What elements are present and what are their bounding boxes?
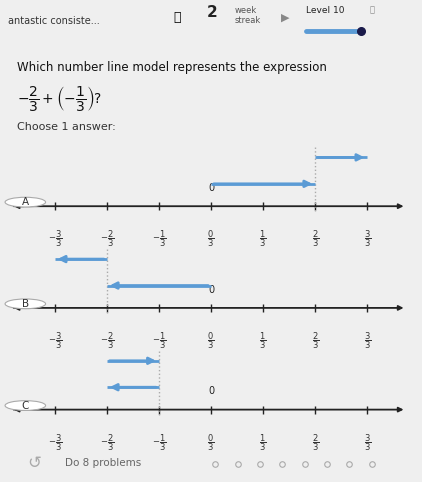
Text: $\dfrac{2}{3}$: $\dfrac{2}{3}$ — [311, 432, 319, 453]
Text: $-\dfrac{3}{3}$: $-\dfrac{3}{3}$ — [48, 228, 62, 249]
Text: $-\dfrac{1}{3}$: $-\dfrac{1}{3}$ — [152, 228, 166, 249]
Text: $\dfrac{0}{3}$: $\dfrac{0}{3}$ — [207, 330, 215, 351]
Text: $\dfrac{3}{3}$: $\dfrac{3}{3}$ — [364, 432, 371, 453]
Text: $-\dfrac{3}{3}$: $-\dfrac{3}{3}$ — [48, 432, 62, 453]
Text: $\dfrac{0}{3}$: $\dfrac{0}{3}$ — [207, 228, 215, 249]
Text: ⓘ: ⓘ — [369, 6, 374, 14]
Circle shape — [5, 197, 46, 207]
Text: $-\dfrac{3}{3}$: $-\dfrac{3}{3}$ — [48, 330, 62, 351]
Text: $\dfrac{1}{3}$: $\dfrac{1}{3}$ — [260, 432, 267, 453]
Text: $-\dfrac{1}{3}$: $-\dfrac{1}{3}$ — [152, 330, 166, 351]
Text: ↺: ↺ — [27, 455, 41, 472]
Text: $\dfrac{3}{3}$: $\dfrac{3}{3}$ — [364, 228, 371, 249]
Text: $-\dfrac{1}{3}$: $-\dfrac{1}{3}$ — [152, 432, 166, 453]
Text: $\dfrac{2}{3}$: $\dfrac{2}{3}$ — [311, 228, 319, 249]
Text: 0: 0 — [208, 285, 214, 295]
Text: ▶: ▶ — [281, 13, 289, 23]
Text: streak: streak — [234, 16, 260, 26]
Text: $-\dfrac{2}{3}$: $-\dfrac{2}{3}$ — [100, 432, 114, 453]
Text: $\dfrac{1}{3}$: $\dfrac{1}{3}$ — [260, 228, 267, 249]
Text: Level 10: Level 10 — [306, 6, 344, 14]
Text: 0: 0 — [208, 387, 214, 396]
Text: $-\dfrac{2}{3}$: $-\dfrac{2}{3}$ — [100, 330, 114, 351]
Text: $\dfrac{2}{3}$: $\dfrac{2}{3}$ — [311, 330, 319, 351]
Text: Which number line model represents the expression: Which number line model represents the e… — [17, 61, 327, 74]
Circle shape — [5, 401, 46, 411]
Text: $-\dfrac{2}{3}+\left(-\dfrac{1}{3}\right)$?: $-\dfrac{2}{3}+\left(-\dfrac{1}{3}\right… — [17, 84, 102, 113]
Text: 2: 2 — [207, 5, 217, 20]
Text: A: A — [22, 197, 29, 207]
Text: antastic consiste...: antastic consiste... — [8, 16, 100, 26]
Text: C: C — [22, 401, 29, 411]
Text: $\dfrac{3}{3}$: $\dfrac{3}{3}$ — [364, 330, 371, 351]
Text: $\dfrac{1}{3}$: $\dfrac{1}{3}$ — [260, 330, 267, 351]
Circle shape — [5, 299, 46, 309]
Text: 🔥: 🔥 — [173, 11, 181, 24]
Text: week: week — [234, 6, 257, 14]
Text: 0: 0 — [208, 183, 214, 193]
Text: $-\dfrac{2}{3}$: $-\dfrac{2}{3}$ — [100, 228, 114, 249]
Text: $\dfrac{0}{3}$: $\dfrac{0}{3}$ — [207, 432, 215, 453]
Text: Choose 1 answer:: Choose 1 answer: — [17, 121, 116, 132]
Text: B: B — [22, 299, 29, 309]
Text: Do 8 problems: Do 8 problems — [65, 458, 142, 469]
